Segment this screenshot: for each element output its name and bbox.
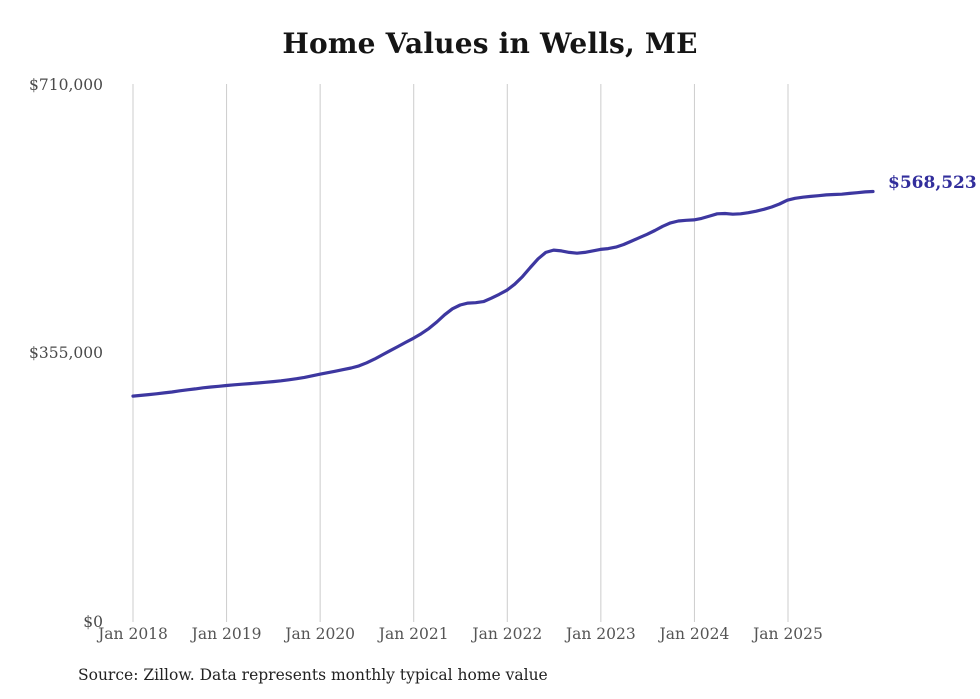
- source-note: Source: Zillow. Data represents monthly …: [78, 666, 548, 684]
- latest-value-label: $568,523: [888, 173, 977, 193]
- y-axis-tick-label: $0: [83, 612, 103, 631]
- x-axis-tick-label: Jan 2020: [285, 625, 356, 643]
- x-axis-tick-label: Jan 2023: [565, 625, 636, 643]
- y-axis-tick-label: $710,000: [29, 75, 103, 94]
- x-axis-tick-label: Jan 2019: [191, 625, 262, 643]
- x-axis-tick-label: Jan 2021: [378, 625, 449, 643]
- x-axis-tick-label: Jan 2024: [659, 625, 730, 643]
- x-axis-tick-label: Jan 2022: [472, 625, 543, 643]
- x-axis-tick-label: Jan 2018: [98, 625, 168, 643]
- x-axis-tick-label: Jan 2025: [753, 625, 823, 643]
- chart-title: Home Values in Wells, ME: [282, 27, 698, 60]
- y-axis-tick-label: $355,000: [29, 344, 103, 362]
- home-value-line: [131, 189, 875, 398]
